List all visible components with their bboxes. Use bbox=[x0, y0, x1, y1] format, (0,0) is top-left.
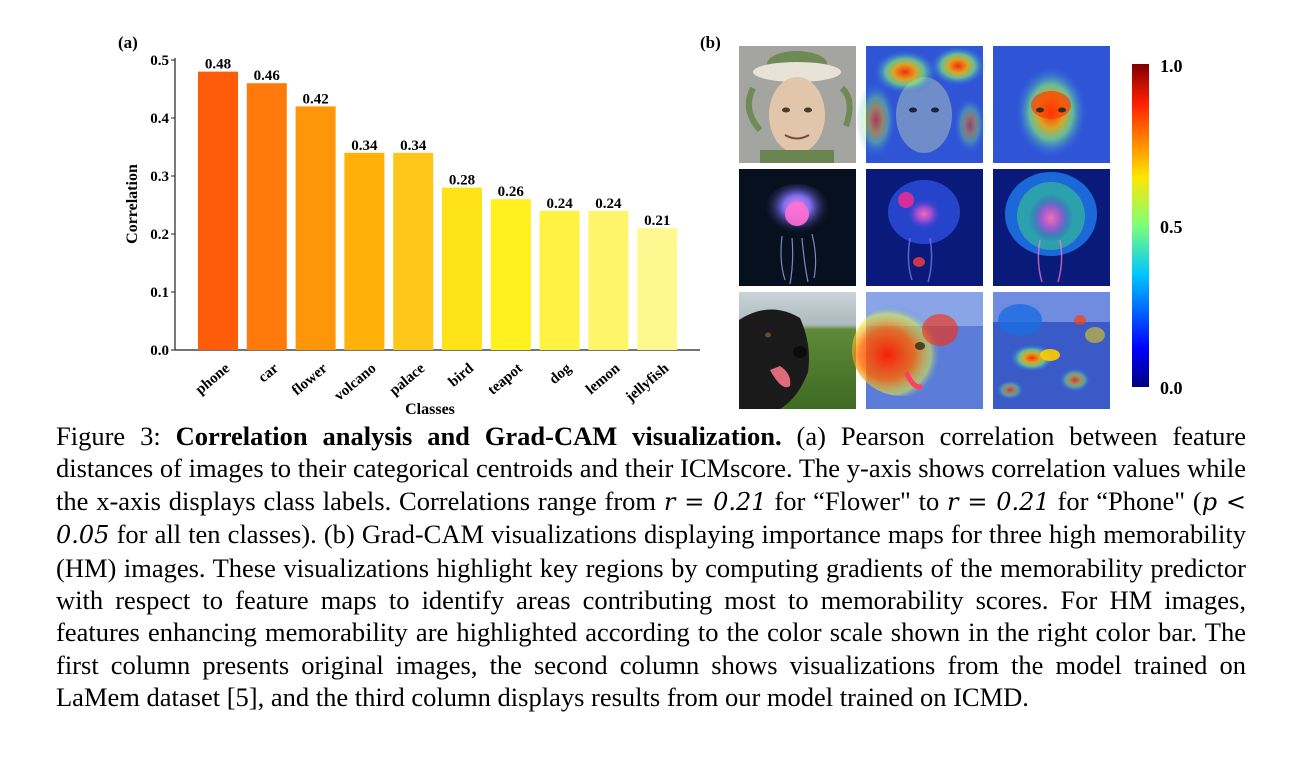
bar-jellyfish bbox=[637, 228, 678, 350]
x-tick-label: car bbox=[256, 360, 282, 386]
colorbar-gradient bbox=[1132, 64, 1149, 387]
y-tick-label: 0.5 bbox=[150, 53, 169, 69]
x-tick-label: jellyfish bbox=[622, 360, 672, 406]
bar-bird bbox=[442, 187, 482, 350]
caption-part-2: for “Flower" to bbox=[774, 485, 940, 516]
y-tick-label: 0.4 bbox=[150, 111, 169, 127]
bar-value-label: 0.42 bbox=[302, 91, 328, 107]
x-tick-label: phone bbox=[193, 360, 234, 398]
caption-math-r2: r = 0.21 bbox=[947, 487, 1050, 516]
x-axis-label: Classes bbox=[405, 401, 455, 418]
bar-car bbox=[246, 83, 287, 350]
x-tick-label: palace bbox=[387, 360, 429, 399]
bar-value-label: 0.34 bbox=[400, 138, 427, 154]
caption-part-3: for “Phone" ( bbox=[1057, 485, 1202, 516]
y-axis-label: Correlation bbox=[124, 164, 141, 244]
jellyfish-lamem-heatmap bbox=[866, 169, 983, 286]
bar-palace bbox=[393, 152, 434, 350]
x-tick-label: teapot bbox=[485, 360, 526, 398]
y-tick-label: 0.0 bbox=[150, 343, 169, 359]
caption-title: Correlation analysis and Grad-CAM visual… bbox=[175, 421, 782, 451]
dog-icmd-heatmap bbox=[993, 292, 1110, 409]
dog-lamem-heatmap bbox=[852, 292, 983, 409]
panel-b-label: (b) bbox=[700, 33, 721, 52]
y-tick-label: 0.1 bbox=[150, 285, 169, 301]
y-tick-label: 0.2 bbox=[150, 227, 169, 243]
bar-value-label: 0.21 bbox=[644, 213, 670, 229]
bar-value-label: 0.24 bbox=[546, 196, 573, 212]
x-tick-label: bird bbox=[446, 360, 478, 390]
bar-value-label: 0.48 bbox=[205, 57, 231, 73]
figure-caption: Figure 3: Correlation analysis and Grad-… bbox=[56, 420, 1246, 714]
dog-original-image bbox=[739, 292, 856, 409]
bar-phone bbox=[198, 71, 238, 350]
x-tick-label: volcano bbox=[331, 360, 379, 404]
teapot-lamem-heatmap bbox=[856, 46, 986, 163]
bar-value-label: 0.34 bbox=[351, 138, 378, 154]
correlation-bar-chart: 0.0 0.1 0.2 0.3 0.4 0.5 0.48 0.46 0.42 0.34 0.34 0… bbox=[124, 53, 700, 418]
bar-flower bbox=[295, 106, 336, 351]
y-tick-label: 0.3 bbox=[150, 169, 169, 185]
colorbar-min-label: 0.0 bbox=[1160, 378, 1183, 398]
panel-a-label: (a) bbox=[118, 33, 138, 52]
bar-teapot bbox=[490, 199, 531, 350]
bar-lemon bbox=[588, 210, 629, 350]
x-tick-label: lemon bbox=[583, 360, 624, 398]
jellyfish-original-image bbox=[739, 169, 856, 286]
gradcam-grid bbox=[739, 46, 1110, 409]
colorbar: 1.0 0.5 0.0 bbox=[1132, 56, 1183, 398]
colorbar-mid-label: 0.5 bbox=[1160, 217, 1183, 237]
jellyfish-icmd-heatmap bbox=[993, 169, 1110, 286]
figure-3: (a) (b) 0.0 0.1 0.2 0.3 0.4 0.5 0.48 0.46 0.42 0… bbox=[118, 33, 1183, 418]
colorbar-max-label: 1.0 bbox=[1160, 56, 1183, 76]
caption-part-4: for all ten classes). (b) Grad-CAM visua… bbox=[56, 519, 1247, 713]
bar-value-label: 0.26 bbox=[498, 184, 525, 200]
bar-volcano bbox=[344, 152, 385, 350]
caption-math-r1: r = 0.21 bbox=[663, 487, 767, 516]
caption-part-1: (a) Pearson correlation between feature … bbox=[56, 421, 1246, 516]
teapot-icmd-heatmap bbox=[993, 46, 1110, 163]
bar-value-label: 0.24 bbox=[595, 196, 622, 212]
figure-svg: (a) (b) 0.00.10.20.30.40.5 0.480.460.420… bbox=[118, 33, 1183, 418]
x-tick-label: dog bbox=[546, 360, 575, 388]
bar-dog bbox=[539, 210, 580, 350]
figure-number: Figure 3: bbox=[56, 421, 161, 451]
bar-value-label: 0.28 bbox=[449, 173, 475, 189]
teapot-original-image bbox=[739, 46, 856, 163]
x-tick-label: flower bbox=[289, 360, 331, 399]
bar-value-label: 0.46 bbox=[254, 68, 281, 84]
caption-math-p: p < 0.05 bbox=[56, 487, 1247, 550]
